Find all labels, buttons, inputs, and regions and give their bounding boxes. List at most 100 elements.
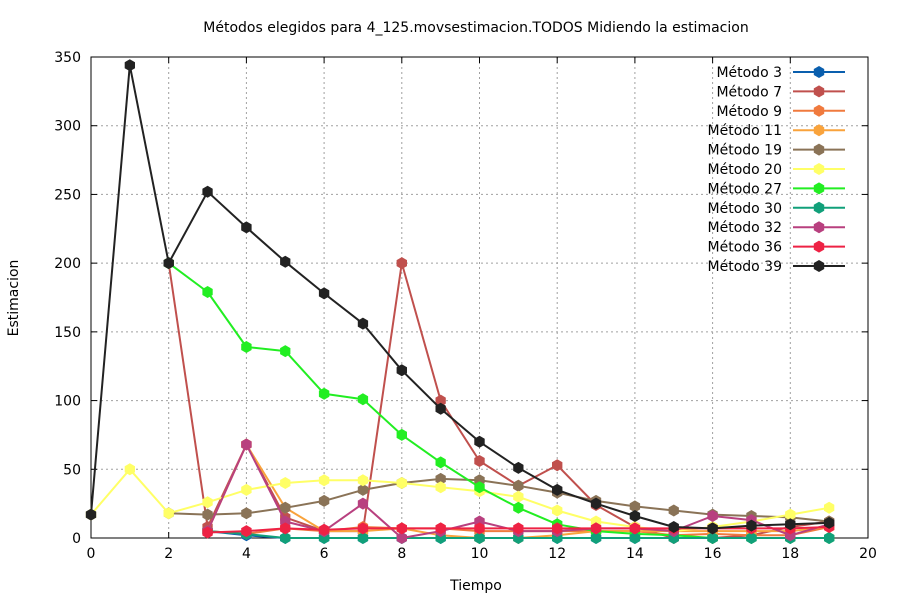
series-11 <box>85 59 835 535</box>
data-point <box>357 532 369 544</box>
legend-marker <box>813 260 825 272</box>
data-point <box>202 496 213 509</box>
data-point <box>318 387 330 400</box>
legend-item: Método 7 <box>716 84 845 100</box>
x-tick-label: 8 <box>397 546 406 562</box>
data-point <box>707 510 718 522</box>
data-point <box>357 522 369 535</box>
x-tick-label: 12 <box>548 546 566 562</box>
data-point <box>513 490 524 503</box>
legend-marker <box>813 124 825 137</box>
data-point <box>513 522 524 535</box>
x-tick-label: 20 <box>859 546 877 562</box>
data-point <box>241 483 252 496</box>
data-point <box>280 345 291 358</box>
legend: Método 3 Método 7 Método 9 Método 11 Método … <box>708 65 845 275</box>
y-tick-label: 50 <box>63 462 81 478</box>
data-point <box>629 510 641 522</box>
data-point <box>552 504 563 517</box>
data-point <box>435 522 446 535</box>
data-point <box>396 477 407 489</box>
data-point <box>202 526 213 539</box>
data-point <box>357 497 369 510</box>
data-point <box>474 455 485 467</box>
x-tick-label: 14 <box>626 546 644 562</box>
data-point <box>357 317 369 330</box>
legend-item: Método 32 <box>708 220 845 236</box>
legend-label: Método 11 <box>708 123 782 139</box>
legend-marker <box>813 240 825 253</box>
data-point <box>590 532 602 544</box>
x-tick-label: 2 <box>164 546 173 562</box>
legend-label: Método 19 <box>708 143 782 159</box>
data-point <box>590 497 602 510</box>
legend-marker <box>813 66 825 78</box>
data-point <box>590 522 602 535</box>
data-point <box>668 521 679 533</box>
y-tick-label: 150 <box>54 325 81 341</box>
y-tick-label: 200 <box>54 256 81 272</box>
data-point <box>435 456 446 469</box>
data-point <box>318 523 330 536</box>
series-2 <box>163 257 835 544</box>
data-point <box>824 516 835 529</box>
data-point <box>474 522 485 535</box>
legend-item: Método 11 <box>708 123 845 139</box>
y-tick-label: 250 <box>54 187 81 203</box>
series-line <box>90 468 830 533</box>
legend-item: Método 27 <box>708 181 845 197</box>
series-7 <box>163 257 835 544</box>
data-point <box>396 532 407 544</box>
legend-label: Método 7 <box>716 84 782 100</box>
data-point <box>435 402 446 415</box>
data-point <box>513 479 524 492</box>
y-tick-label: 100 <box>54 394 81 410</box>
data-point <box>629 532 641 544</box>
legend-marker <box>813 85 825 98</box>
data-point <box>435 394 446 407</box>
x-tick-label: 0 <box>87 546 96 562</box>
data-point <box>357 474 369 487</box>
legend-marker <box>813 143 825 156</box>
x-tick-label: 4 <box>242 546 251 562</box>
legend-label: Método 9 <box>716 104 782 120</box>
legend-marker <box>813 201 825 214</box>
legend-item: Método 30 <box>708 201 845 217</box>
legend-marker <box>813 163 825 175</box>
data-point <box>202 508 213 521</box>
data-point <box>202 185 213 198</box>
data-point <box>513 461 524 474</box>
series-layer <box>85 59 835 544</box>
data-point <box>357 483 369 496</box>
data-point <box>396 257 407 270</box>
data-point <box>124 59 135 72</box>
series-8 <box>202 525 835 544</box>
data-point <box>435 472 446 485</box>
data-point <box>280 522 291 535</box>
legend-label: Método 27 <box>708 181 782 197</box>
data-point <box>396 428 407 441</box>
legend-item: Método 39 <box>708 259 845 275</box>
y-axis-label: Estimacion <box>6 260 22 337</box>
data-point <box>241 507 252 520</box>
data-point <box>707 532 718 544</box>
data-point <box>552 483 563 496</box>
data-point <box>396 522 407 535</box>
data-point <box>513 501 524 514</box>
data-point <box>435 481 446 494</box>
data-point <box>785 508 796 521</box>
data-point <box>241 221 252 234</box>
data-point <box>396 364 407 377</box>
legend-marker <box>813 104 825 117</box>
data-point <box>824 532 835 544</box>
x-tick-label: 10 <box>471 546 489 562</box>
legend-item: Método 20 <box>708 162 845 178</box>
legend-label: Método 20 <box>708 162 782 178</box>
data-point <box>124 463 135 476</box>
data-point <box>280 477 291 489</box>
legend-label: Método 36 <box>708 240 783 256</box>
y-tick-label: 300 <box>54 119 81 135</box>
x-tick-label: 16 <box>704 546 722 562</box>
data-point <box>318 287 330 300</box>
